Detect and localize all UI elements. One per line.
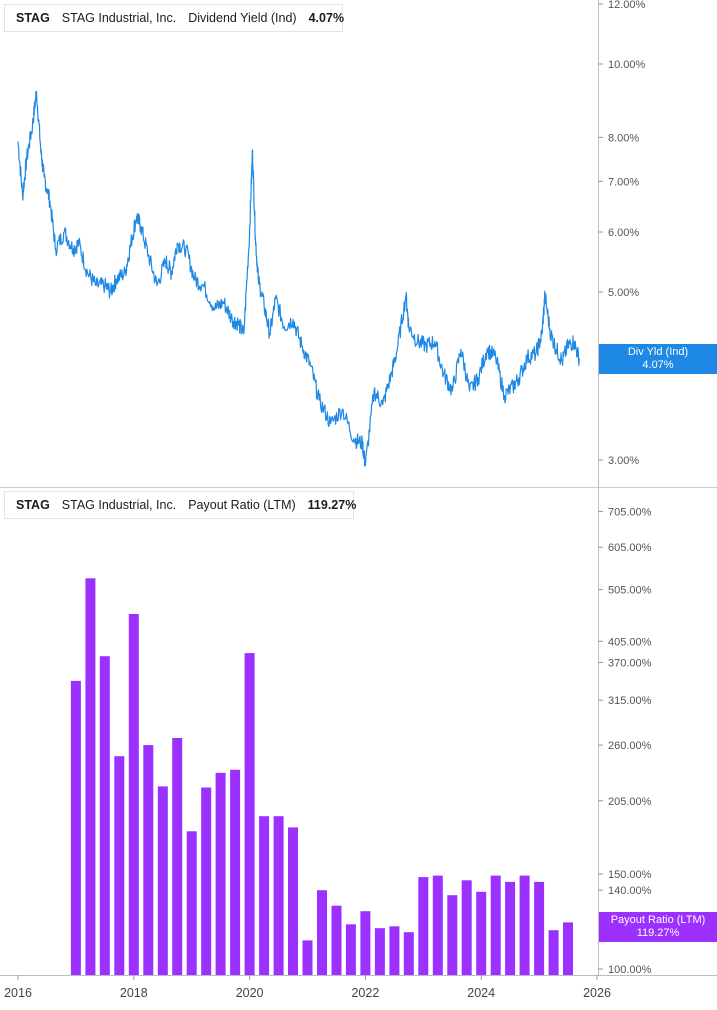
payout-ratio-plot [70, 578, 573, 975]
payout-bar [403, 932, 414, 975]
payout-bar [157, 786, 168, 975]
payout-bar [215, 772, 226, 975]
top-y-tick-label: 8.00% [608, 132, 639, 144]
payout-bar [302, 940, 313, 975]
dividend-yield-line [17, 90, 581, 467]
top-legend-company: STAG Industrial, Inc. [61, 11, 177, 25]
bottom-legend-metric: Payout Ratio (LTM) [188, 498, 296, 512]
bottom-y-tick-label: 370.00% [608, 657, 652, 669]
payout-bar [360, 911, 371, 975]
bottom-y-axis: 705.00% 605.00% 505.00% 405.00% 370.00% 315.0… [598, 506, 652, 976]
x-tick-label: 2026 [583, 986, 611, 1000]
x-tick-label: 2024 [467, 986, 495, 1000]
bottom-legend-ticker: STAG [16, 498, 50, 512]
top-legend-metric: Dividend Yield (Ind) [188, 11, 297, 25]
payout-bar [143, 745, 154, 975]
bottom-y-tick-label: 505.00% [608, 585, 652, 597]
top-legend[interactable]: STAG STAG Industrial, Inc. Dividend Yiel… [4, 4, 345, 32]
payout-bar [389, 926, 400, 975]
payout-bar [201, 787, 212, 975]
top-y-tick-label: 12.00% [608, 0, 646, 11]
bottom-legend-company: STAG Industrial, Inc. [61, 498, 177, 512]
bottom-y-tick-label: 605.00% [608, 542, 652, 554]
payout-bar [244, 653, 255, 975]
payout-bar [317, 890, 327, 975]
payout-bar [519, 875, 530, 975]
payout-bar [447, 895, 458, 975]
payout-bar [432, 875, 443, 975]
bottom-y-tick-label: 205.00% [608, 796, 652, 808]
bottom-y-tick-label: 315.00% [608, 695, 652, 707]
x-tick-label: 2022 [351, 986, 379, 1000]
x-tick-label: 2016 [4, 986, 32, 1000]
payout-bar [548, 930, 559, 975]
x-axis: 2016 2018 2020 2022 2024 2026 [0, 975, 717, 1000]
bottom-y-tick-label: 100.00% [608, 964, 652, 976]
payout-bar [70, 680, 81, 975]
payout-last-value-tag: Payout Ratio (LTM) 119.27% [599, 912, 717, 942]
payout-tag-label: Payout Ratio (LTM) [610, 914, 706, 926]
bottom-y-tick-label: 705.00% [608, 506, 652, 518]
payout-bar [418, 877, 429, 975]
bottom-legend-value: 119.27% [307, 498, 357, 512]
yield-last-value-tag: Div Yld (Ind) 4.07% [599, 344, 717, 374]
top-y-tick-label: 7.00% [608, 176, 639, 188]
yield-tag-label: Div Yld (Ind) [627, 346, 689, 358]
bottom-y-tick-label: 150.00% [608, 869, 652, 881]
bottom-legend[interactable]: STAG STAG Industrial, Inc. Payout Ratio … [4, 491, 357, 519]
payout-bar [172, 738, 183, 975]
payout-bar [288, 827, 298, 975]
top-y-tick-label: 3.00% [608, 455, 639, 467]
payout-bar [476, 891, 487, 975]
dividend-yield-plot [17, 90, 581, 467]
payout-bar [273, 816, 284, 975]
bottom-y-tick-label: 260.00% [608, 740, 652, 752]
payout-bar [331, 905, 342, 975]
payout-bar [345, 924, 356, 975]
payout-bar [534, 881, 545, 975]
payout-tag-value: 119.27% [636, 927, 680, 939]
payout-bar [461, 880, 472, 975]
payout-bar [99, 656, 110, 975]
payout-bar [230, 769, 241, 975]
payout-bar [505, 881, 516, 975]
yield-tag-value: 4.07% [642, 359, 674, 371]
top-y-tick-label: 5.00% [608, 287, 639, 299]
x-tick-label: 2018 [120, 986, 148, 1000]
payout-bar [259, 816, 270, 975]
payout-bar [563, 922, 573, 975]
top-y-tick-label: 10.00% [608, 59, 646, 71]
bottom-y-tick-label: 405.00% [608, 636, 652, 648]
payout-bar [85, 578, 96, 975]
top-y-tick-label: 6.00% [608, 227, 639, 239]
top-legend-ticker: STAG [16, 11, 50, 25]
payout-bar [114, 756, 125, 975]
top-y-axis: 12.00%10.00%8.00%7.00%6.00%5.00%4.00%3.0… [0, 0, 717, 975]
x-tick-label: 2020 [236, 986, 264, 1000]
payout-bar [490, 875, 501, 975]
bottom-y-tick-label: 140.00% [608, 885, 652, 897]
payout-bar [374, 928, 385, 975]
payout-bar [186, 831, 197, 975]
payout-bar [128, 614, 139, 975]
top-legend-value: 4.07% [308, 11, 345, 25]
